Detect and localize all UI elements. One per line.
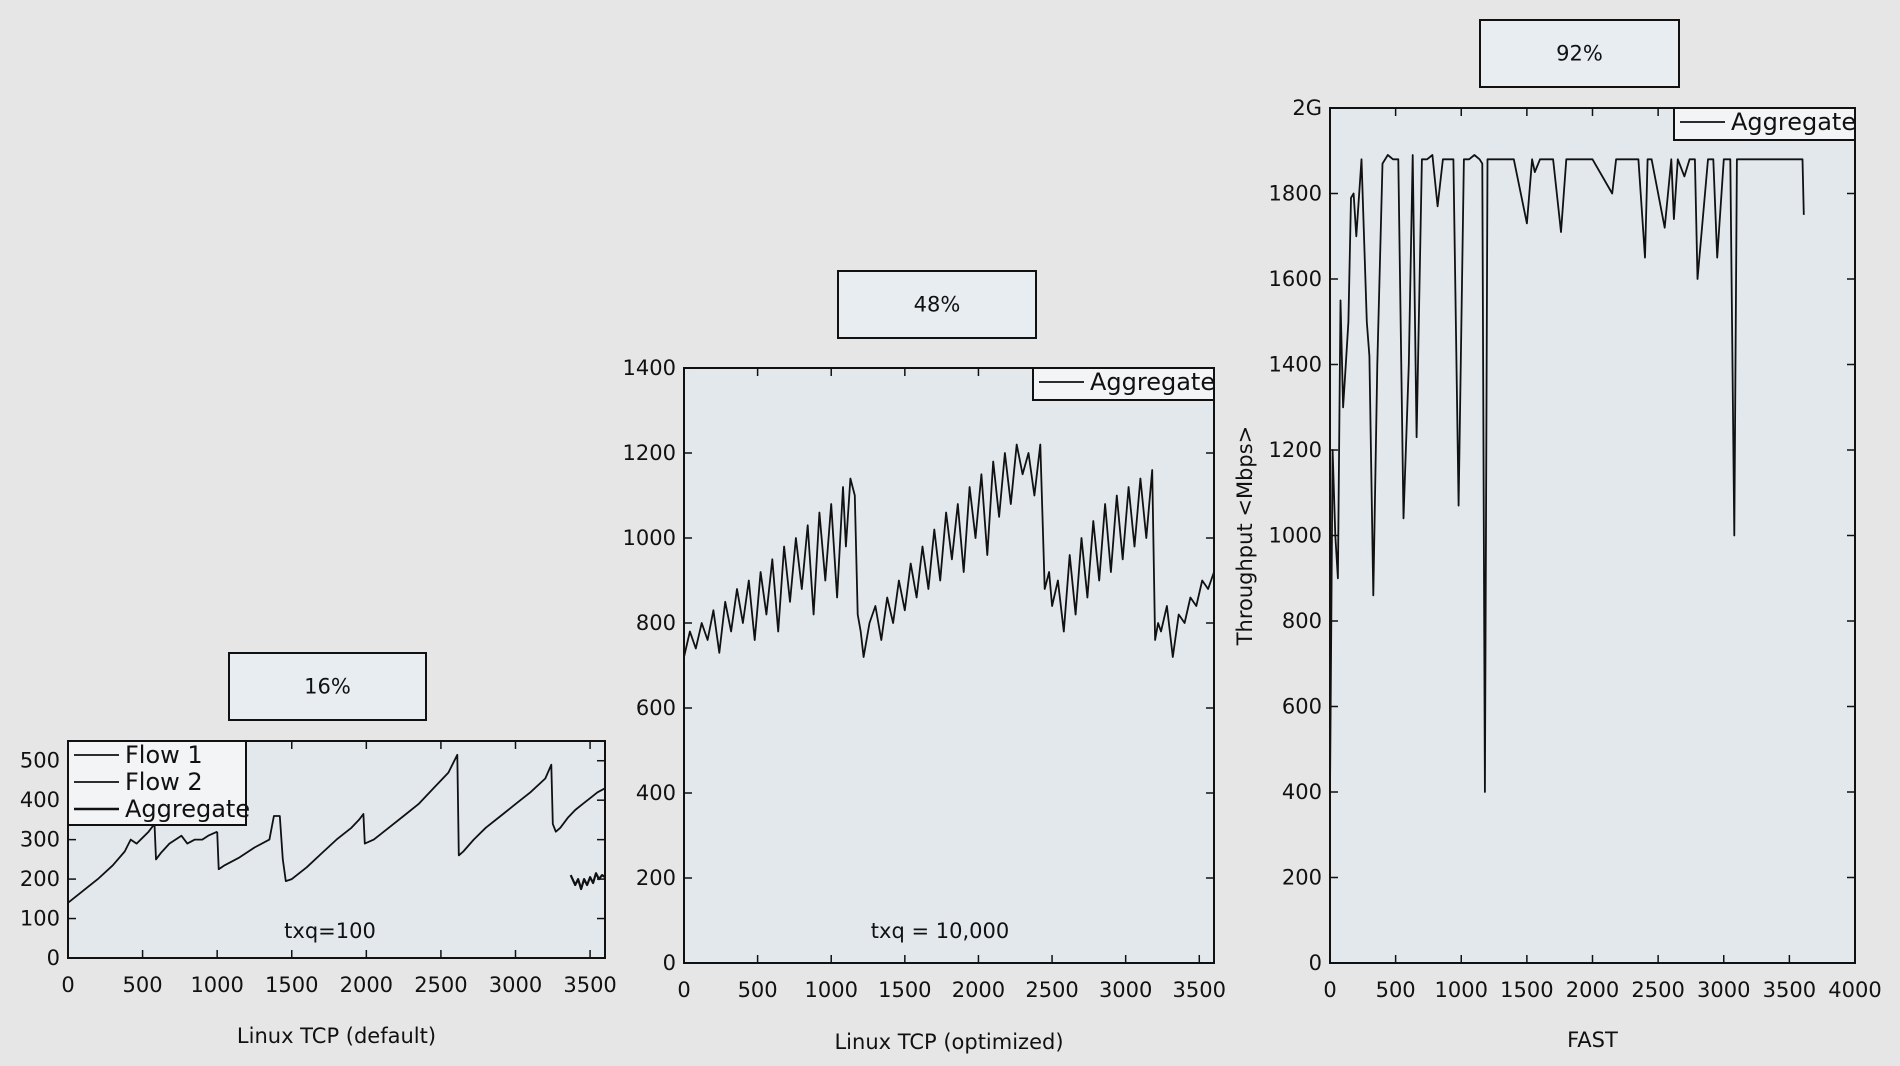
- y-tick-label: 600: [1282, 695, 1322, 719]
- series-line-aggregate: [569, 872, 606, 891]
- legend: Aggregate: [1032, 367, 1215, 401]
- y-tick-label: 0: [1309, 951, 1322, 975]
- chart-panel-2: 48% 0 500 1000 1500 2000 2500 3000 3500 0 200 400 60…: [623, 270, 1226, 1054]
- x-tick-label: 4000: [1828, 978, 1881, 1002]
- x-tick-label: 2500: [1025, 978, 1078, 1002]
- x-tick-label: 500: [1376, 978, 1416, 1002]
- x-tick-label: 0: [61, 973, 74, 997]
- y-tick-label: 200: [636, 866, 676, 890]
- legend-box: [1673, 107, 1856, 141]
- x-tick-label: 500: [738, 978, 778, 1002]
- x-axis-label: FAST: [1567, 1028, 1618, 1052]
- y-tick-label: 1200: [623, 441, 676, 465]
- x-tick-label: 1000: [1435, 978, 1488, 1002]
- legend: Aggregate: [1673, 107, 1856, 141]
- x-tick-label: 1500: [878, 978, 931, 1002]
- y-tick-label: 0: [663, 951, 676, 975]
- y-tick-label: 0: [47, 946, 60, 970]
- x-tick-label: 0: [1323, 978, 1336, 1002]
- txq-annotation: txq=100: [284, 919, 376, 943]
- y-tick-label: 400: [1282, 780, 1322, 804]
- y-tick-label: 1200: [1269, 438, 1322, 462]
- y-tick-label: 2G: [1292, 96, 1322, 120]
- y-tick-label: 500: [20, 749, 60, 773]
- x-tick-label: 3000: [489, 973, 542, 997]
- y-tick-label: 1400: [623, 356, 676, 380]
- x-tick-label: 3500: [1173, 978, 1226, 1002]
- y-tick-label: 800: [636, 611, 676, 635]
- y-tick-label: 1400: [1269, 353, 1322, 377]
- x-axis-label: Linux TCP (optimized): [834, 1030, 1063, 1054]
- y-tick-label: 300: [20, 828, 60, 852]
- x-tick-label: 0: [677, 978, 690, 1002]
- series-line-flow-2: [216, 753, 606, 882]
- efficiency-badge: [837, 270, 1037, 339]
- x-tick-label: 500: [123, 973, 163, 997]
- y-tick-label: 400: [636, 781, 676, 805]
- y-tick-label: 600: [636, 696, 676, 720]
- x-tick-label: 3500: [563, 973, 616, 997]
- legend-box: [1032, 367, 1215, 401]
- y-tick-label: 400: [20, 788, 60, 812]
- x-tick-label: 1500: [265, 973, 318, 997]
- legend-entry: Flow 2: [125, 768, 203, 796]
- x-tick-label: 3500: [1763, 978, 1816, 1002]
- legend-entry: Aggregate: [1731, 108, 1856, 136]
- x-tick-label: 1500: [1500, 978, 1553, 1002]
- series-line-aggregate: [683, 443, 1215, 658]
- x-tick-label: 3000: [1099, 978, 1152, 1002]
- y-tick-label: 100: [20, 907, 60, 931]
- y-tick-label: 1800: [1269, 182, 1322, 206]
- legend-entry: Aggregate: [125, 795, 250, 823]
- chart-panel-3: 92% 0 500 1000 1500 2000 2500 3000 3500 4000 0 200 4…: [1233, 19, 1882, 1052]
- efficiency-badge: [1479, 19, 1680, 88]
- x-tick-label: 1000: [190, 973, 243, 997]
- x-tick-label: 2000: [952, 978, 1005, 1002]
- txq-annotation: txq = 10,000: [871, 919, 1009, 943]
- y-axis-label: Throughput <Mbps>: [1233, 426, 1257, 647]
- legend-entry: Aggregate: [1090, 368, 1215, 396]
- y-tick-label: 1600: [1269, 267, 1322, 291]
- x-tick-label: 2500: [1631, 978, 1684, 1002]
- chart-panel-1: 16% 0 500 1000 1500 2000 2500 3000 3500 0 100 200 30…: [20, 652, 617, 1048]
- x-tick-label: 2000: [340, 973, 393, 997]
- x-axis-label: Linux TCP (default): [237, 1024, 436, 1048]
- y-tick-label: 200: [20, 867, 60, 891]
- x-tick-label: 1000: [804, 978, 857, 1002]
- y-tick-label: 200: [1282, 866, 1322, 890]
- plot-area: [1329, 107, 1856, 964]
- x-tick-label: 2500: [414, 973, 467, 997]
- y-tick-label: 800: [1282, 609, 1322, 633]
- efficiency-badge-label: 16%: [304, 675, 351, 699]
- y-tick-label: 1000: [623, 526, 676, 550]
- series-line-aggregate: [1329, 154, 1805, 793]
- x-tick-label: 2000: [1566, 978, 1619, 1002]
- legend-entry: Flow 1: [125, 741, 203, 769]
- efficiency-badge-label: 92%: [1556, 42, 1603, 66]
- x-tick-label: 3000: [1697, 978, 1750, 1002]
- efficiency-badge: [228, 652, 427, 721]
- plot-area: [683, 367, 1215, 964]
- y-tick-label: 1000: [1269, 524, 1322, 548]
- efficiency-badge-label: 48%: [914, 293, 961, 317]
